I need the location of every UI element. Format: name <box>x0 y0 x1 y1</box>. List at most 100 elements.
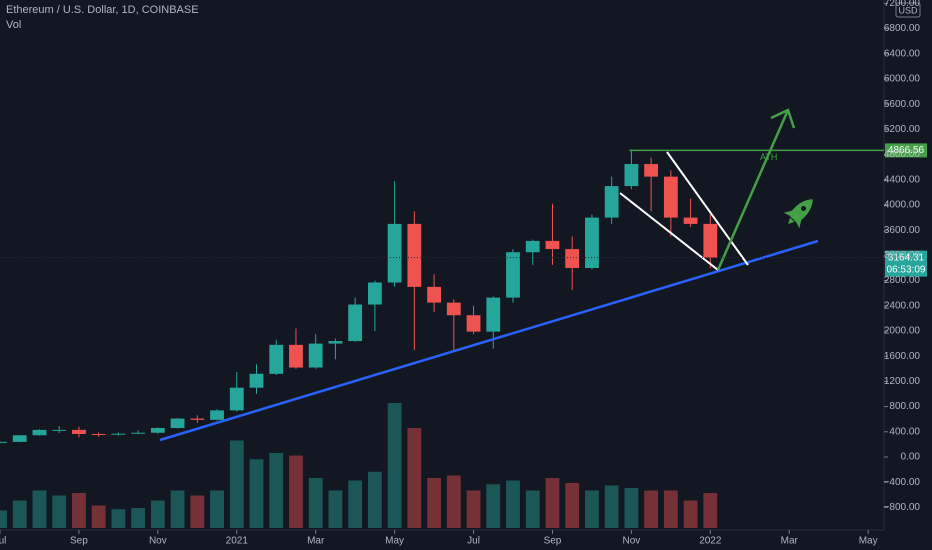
candle-body <box>32 429 47 436</box>
last-price-label: 3164.31 <box>888 252 925 263</box>
volume-bar <box>506 480 520 528</box>
candle-body <box>703 223 718 258</box>
candle-body <box>229 387 244 411</box>
x-tick-label: Sep <box>70 536 88 547</box>
volume-bar <box>0 510 7 528</box>
last-price-tag <box>885 250 927 277</box>
candle-body <box>131 432 146 434</box>
volume-bar <box>348 480 363 528</box>
candle-body <box>150 428 165 433</box>
candle-body <box>545 240 560 250</box>
candle-body <box>565 249 580 268</box>
candle-body <box>190 418 205 420</box>
x-tick-label: 2022 <box>699 536 722 547</box>
candle-body <box>466 315 481 332</box>
y-tick-label: 400.00 <box>889 426 920 437</box>
candle-body <box>348 304 363 342</box>
volume-bar <box>565 483 580 528</box>
y-tick-label: 0.00 <box>901 452 921 463</box>
volume-bar <box>427 478 441 528</box>
volume-bar <box>387 403 402 528</box>
candle-body <box>269 344 284 374</box>
volume-bar <box>545 478 560 528</box>
trendline[interactable] <box>159 239 819 442</box>
y-tick-label: 4000.00 <box>884 200 921 211</box>
ath-tag <box>885 143 927 158</box>
y-tick-label: 1200.00 <box>884 376 921 387</box>
x-tick-label: Nov <box>149 536 167 547</box>
candle-body <box>12 435 27 442</box>
x-tick-label: Jul <box>0 536 6 547</box>
ath-text: ATH <box>760 152 777 162</box>
candle-body <box>604 186 619 218</box>
candle-body <box>683 217 698 224</box>
countdown: 06:53:09 <box>887 264 926 275</box>
volume-bar <box>663 490 678 528</box>
candle-body <box>308 343 323 368</box>
volume-bar <box>210 490 224 528</box>
x-tick-label: 2021 <box>226 536 249 547</box>
volume-bar <box>446 475 461 528</box>
volume-bar <box>367 471 382 528</box>
volume-bar <box>229 440 244 528</box>
volume-bar <box>269 453 284 528</box>
y-tick-label: 1600.00 <box>884 351 921 362</box>
volume-bar <box>91 505 106 528</box>
currency[interactable]: USD <box>898 5 918 15</box>
candle-body <box>170 418 185 429</box>
wedge-line[interactable] <box>619 192 719 271</box>
arrow-head <box>770 108 796 129</box>
volume-layer <box>0 403 718 528</box>
y-tick-label: 4800.00 <box>884 149 921 160</box>
volume-bar <box>170 490 185 528</box>
volume-bar <box>32 490 47 528</box>
candle-body <box>367 282 382 305</box>
y-tick-label: −400.00 <box>884 477 921 488</box>
volume-bar <box>52 495 67 528</box>
target-arrow[interactable] <box>716 109 790 271</box>
volume-bar <box>289 455 303 528</box>
candle-body <box>111 433 126 435</box>
volume-bar <box>525 490 540 528</box>
candle-body <box>328 341 343 344</box>
y-tick-label: 2400.00 <box>884 300 921 311</box>
candle-body <box>624 164 639 187</box>
volume-bar <box>150 500 165 528</box>
candle-body <box>585 217 599 268</box>
y-tick-label: 6000.00 <box>884 74 921 85</box>
ath-tag-label: 4866.56 <box>888 145 925 156</box>
x-tick-label: May <box>859 536 878 547</box>
candle-body <box>407 223 422 287</box>
volume-bar <box>703 493 718 528</box>
chart-title: Ethereum / U.S. Dollar, 1D, COINBASE <box>6 4 199 16</box>
volume-bar <box>585 490 599 528</box>
volume-bar <box>249 459 264 528</box>
candle-body <box>427 286 441 303</box>
candle-layer <box>0 149 718 444</box>
volume-label: Vol <box>6 19 21 31</box>
volume-bar <box>624 488 639 528</box>
y-tick-label: 4400.00 <box>884 174 921 185</box>
candle-body <box>72 429 86 434</box>
wedge-line[interactable] <box>666 151 749 266</box>
x-tick-label: Mar <box>307 536 325 547</box>
volume-bar <box>407 428 422 528</box>
volume-bar <box>644 490 659 528</box>
candle-body <box>91 433 106 435</box>
volume-bar <box>131 508 146 528</box>
y-tick-label: 800.00 <box>889 401 920 412</box>
currency-box[interactable] <box>895 2 921 18</box>
volume-bar <box>683 500 698 528</box>
x-tick-label: May <box>385 536 404 547</box>
rocket-icon <box>783 199 813 229</box>
candle-body <box>446 302 461 316</box>
volume-bar <box>190 495 205 528</box>
y-tick-label: 6400.00 <box>884 48 921 59</box>
candle-body <box>644 164 659 177</box>
volume-bar <box>12 500 27 528</box>
candle-body <box>486 297 501 332</box>
